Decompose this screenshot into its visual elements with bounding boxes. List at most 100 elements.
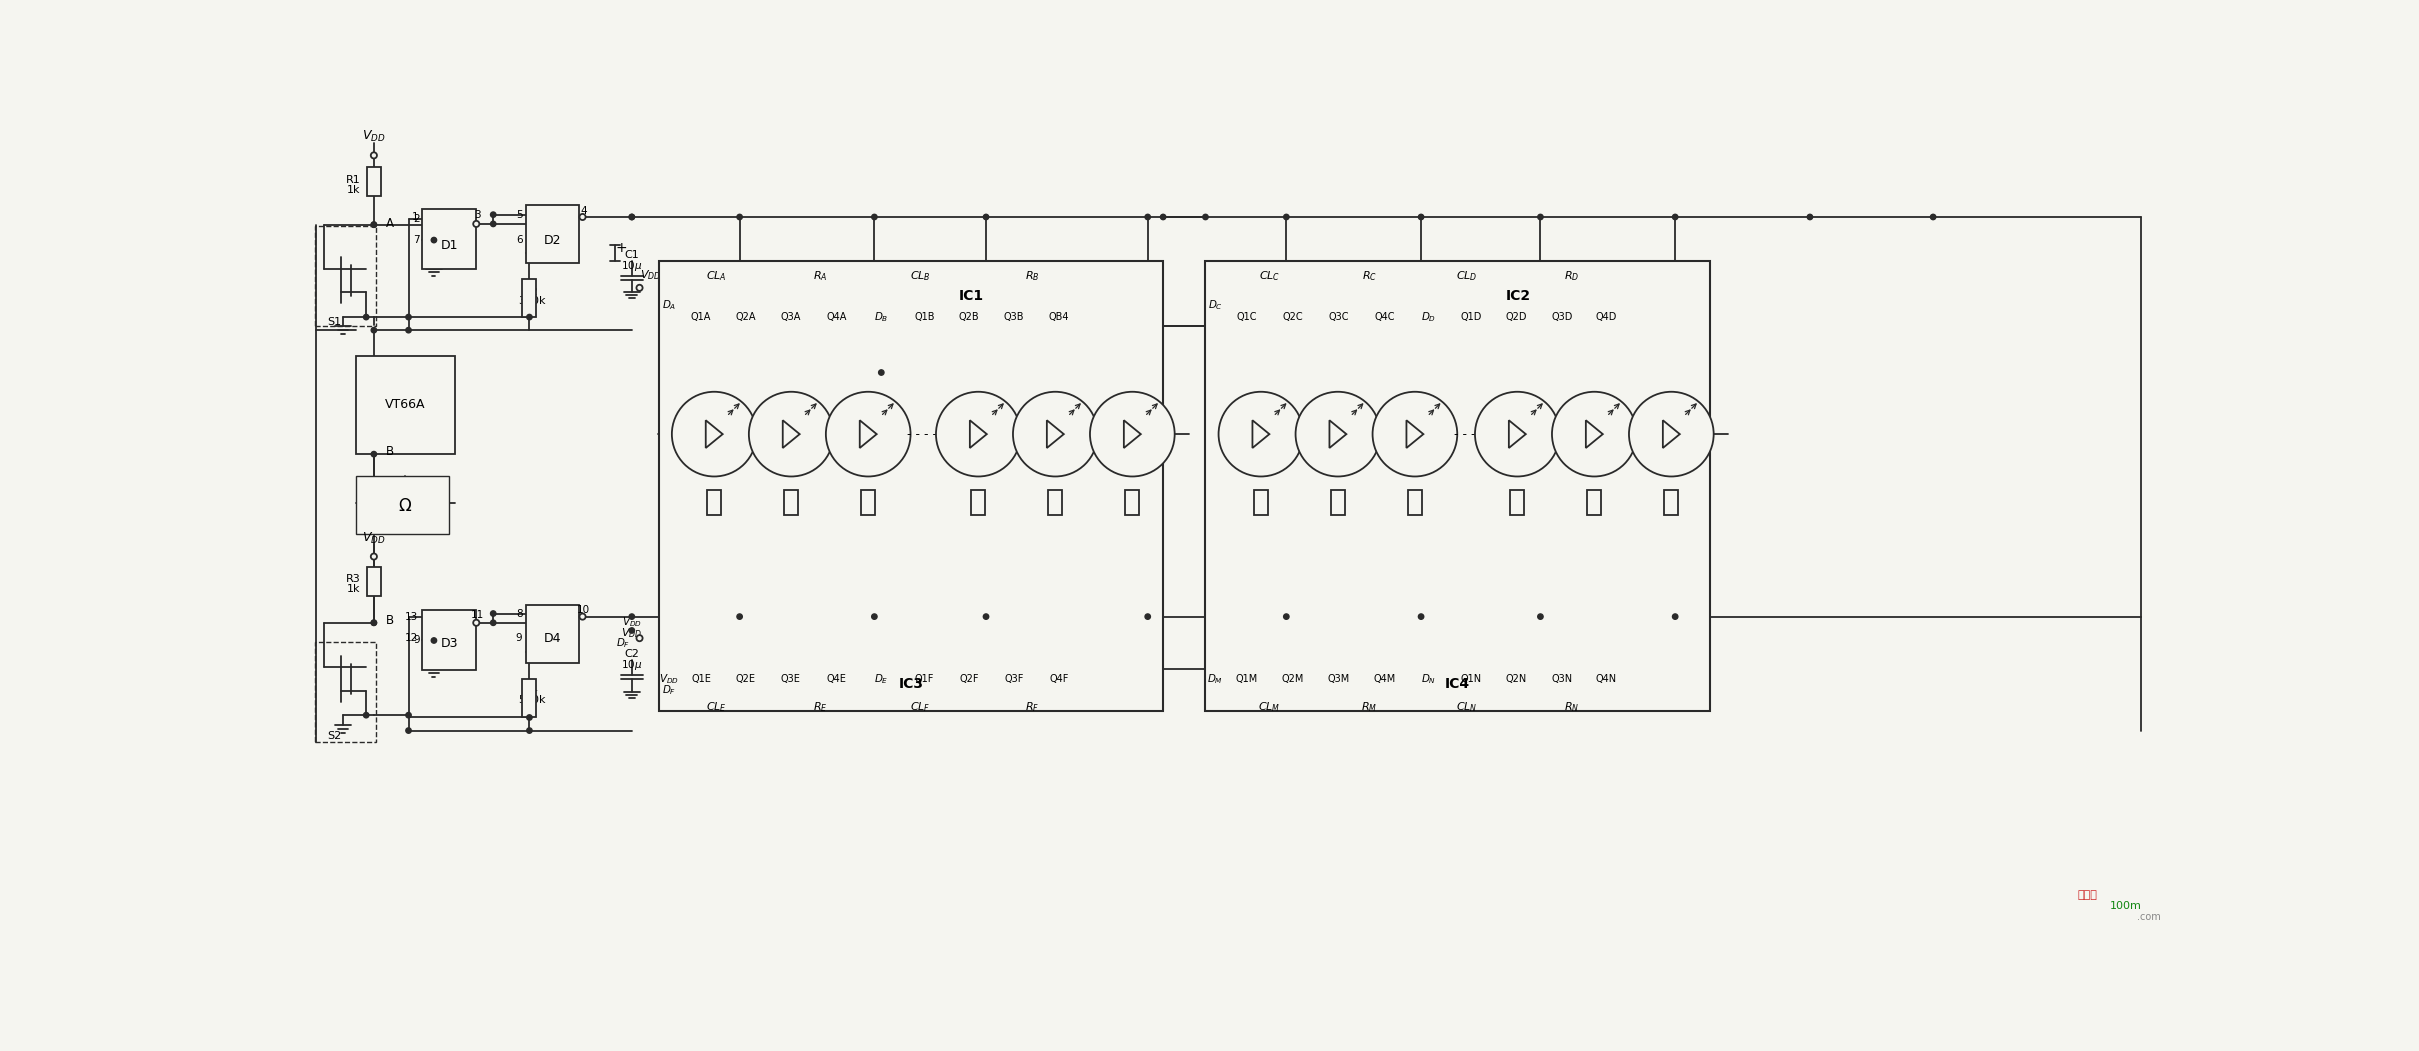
Text: $CL_E$: $CL_E$ (706, 701, 728, 715)
Text: $CL_A$: $CL_A$ (706, 269, 726, 283)
Circle shape (363, 713, 368, 718)
Circle shape (1161, 214, 1166, 220)
Circle shape (738, 614, 743, 619)
Circle shape (1284, 614, 1289, 619)
Text: C1: C1 (624, 250, 639, 261)
Bar (314, 642, 377, 742)
Text: IC2: IC2 (1505, 289, 1531, 303)
Circle shape (1202, 214, 1207, 220)
Circle shape (370, 554, 377, 559)
Text: Q3B: Q3B (1004, 312, 1023, 322)
Text: $CL_F$: $CL_F$ (910, 701, 931, 715)
Circle shape (491, 611, 496, 616)
Text: Q1F: Q1F (914, 674, 934, 684)
Text: $R_A$: $R_A$ (813, 269, 827, 283)
Text: Q2A: Q2A (735, 312, 757, 322)
Circle shape (1297, 392, 1381, 476)
Circle shape (370, 328, 377, 333)
Text: Q4N: Q4N (1594, 674, 1616, 684)
Text: R2: R2 (525, 287, 539, 296)
Text: QB4: QB4 (1050, 312, 1069, 322)
Circle shape (370, 620, 377, 625)
Text: 7: 7 (414, 235, 421, 245)
Bar (356, 355, 455, 454)
Text: $R_F$: $R_F$ (1026, 701, 1040, 715)
Circle shape (825, 392, 910, 476)
Text: 300k: 300k (518, 296, 544, 306)
Text: Q4E: Q4E (827, 674, 847, 684)
Circle shape (527, 314, 532, 320)
Circle shape (474, 620, 479, 625)
Bar (1408, 491, 1422, 515)
Text: $V_{DD}$: $V_{DD}$ (658, 672, 680, 686)
Bar (1509, 491, 1524, 515)
Text: $R_C$: $R_C$ (1362, 269, 1376, 283)
Bar (1330, 491, 1345, 515)
Bar (523, 279, 537, 317)
Circle shape (985, 214, 989, 220)
Text: $D_E$: $D_E$ (873, 672, 888, 686)
Text: - - - -: - - - - (907, 428, 936, 440)
Bar (1205, 261, 1710, 712)
Circle shape (1144, 214, 1151, 220)
Text: 10$\mu$: 10$\mu$ (622, 260, 643, 273)
Text: Q2C: Q2C (1282, 312, 1304, 322)
Text: Q2N: Q2N (1505, 674, 1526, 684)
Circle shape (1144, 614, 1151, 619)
Circle shape (1219, 392, 1304, 476)
Text: $D_C$: $D_C$ (1207, 297, 1224, 312)
Text: D4: D4 (544, 632, 561, 644)
Circle shape (936, 392, 1021, 476)
Text: Q3F: Q3F (1004, 674, 1023, 684)
Text: B: B (385, 614, 394, 627)
Bar (784, 491, 798, 515)
Bar (1047, 491, 1062, 515)
Text: S2: S2 (327, 730, 341, 741)
Circle shape (491, 212, 496, 218)
Circle shape (871, 614, 878, 619)
Circle shape (370, 620, 377, 625)
Text: $CL_C$: $CL_C$ (1258, 269, 1280, 283)
Text: Q4D: Q4D (1594, 312, 1616, 322)
Circle shape (406, 314, 411, 320)
Text: $D_B$: $D_B$ (873, 310, 888, 324)
Circle shape (1930, 214, 1935, 220)
Circle shape (406, 713, 411, 718)
Circle shape (431, 638, 435, 643)
Text: C2: C2 (624, 650, 639, 659)
Text: 100m: 100m (2109, 901, 2141, 911)
Circle shape (871, 214, 878, 220)
Circle shape (581, 614, 585, 620)
Circle shape (629, 214, 634, 220)
Text: D2: D2 (544, 233, 561, 247)
Text: VT66A: VT66A (385, 398, 426, 411)
Circle shape (738, 214, 743, 220)
Text: 3: 3 (474, 209, 481, 220)
Text: IC4: IC4 (1444, 678, 1471, 692)
Circle shape (1476, 392, 1560, 476)
Circle shape (1284, 214, 1289, 220)
Bar (1125, 491, 1139, 515)
Text: $R_E$: $R_E$ (813, 701, 827, 715)
Text: R4: R4 (525, 685, 539, 695)
Circle shape (1672, 614, 1679, 619)
Bar (706, 491, 721, 515)
Circle shape (636, 285, 643, 291)
Text: +: + (614, 241, 627, 254)
Circle shape (1807, 214, 1812, 220)
Text: $CL_D$: $CL_D$ (1456, 269, 1478, 283)
Circle shape (370, 222, 377, 227)
Circle shape (629, 627, 634, 633)
Circle shape (406, 328, 411, 333)
Circle shape (878, 370, 883, 375)
Bar (1253, 491, 1268, 515)
Text: A: A (385, 217, 394, 229)
Text: 电路图: 电路图 (2078, 889, 2097, 900)
Text: R1: R1 (346, 176, 360, 185)
Text: 2: 2 (414, 213, 421, 224)
Text: Q3N: Q3N (1551, 674, 1572, 684)
Text: Q2B: Q2B (958, 312, 980, 322)
Text: D1: D1 (440, 239, 457, 252)
Text: R3: R3 (346, 574, 360, 584)
Text: $D_A$: $D_A$ (660, 297, 675, 312)
